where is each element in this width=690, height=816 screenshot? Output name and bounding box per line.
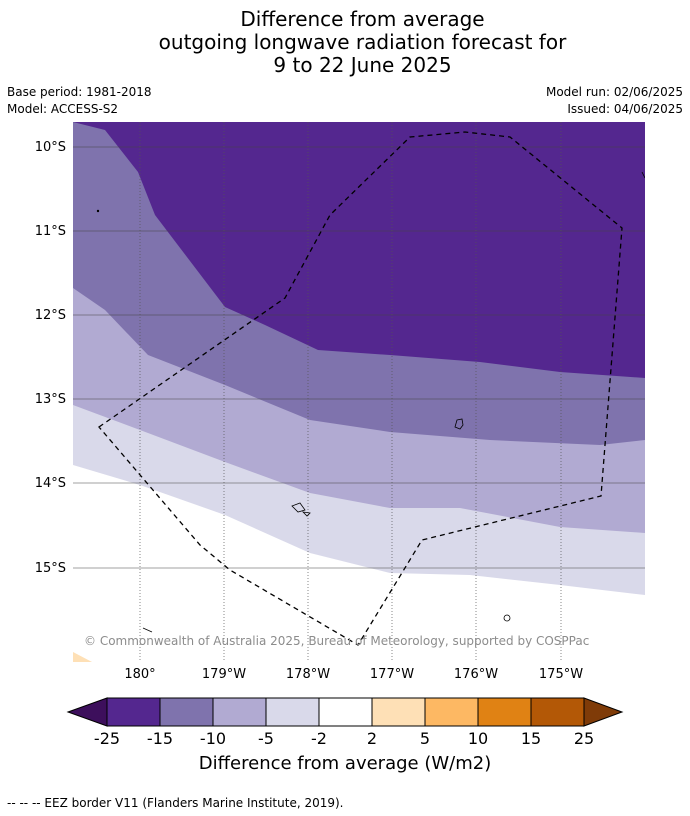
colorbar-swatch [530, 697, 585, 727]
lat-label: 10°S [35, 140, 66, 155]
island-alofi [301, 511, 311, 517]
lat-label: 14°S [35, 476, 66, 491]
lon-label: 180° [124, 667, 155, 682]
colorbar-title: Difference from average (W/m2) [198, 753, 492, 774]
anomaly-band-minus-15-to-minus-25 [73, 122, 645, 378]
lon-label: 178°W [286, 667, 330, 682]
eez-footnote: -- -- -- EEZ border V11 (Flanders Marine… [7, 796, 344, 810]
graticule [73, 146, 645, 569]
colorbar-swatch [265, 697, 320, 727]
island-east [641, 171, 645, 179]
graticule-meridians [139, 122, 562, 662]
island-futuna [291, 502, 306, 513]
colorbar-swatch [159, 697, 214, 727]
lon-label: 179°W [202, 667, 246, 682]
lat-label: 13°S [35, 392, 66, 407]
colorbar-swatch [318, 697, 373, 727]
lat-label: 15°S [35, 561, 66, 576]
model-name: Model: ACCESS-S2 [7, 102, 119, 116]
colorbar-tick-label: -2 [311, 729, 327, 748]
lat-label: 12°S [35, 308, 66, 323]
colorbar-tick-label: 10 [468, 729, 488, 748]
map-frame: © Commonwealth of Australia 2025, Bureau… [73, 122, 645, 662]
colorbar [66, 697, 624, 727]
meta-left: Base period: 1981-2018 Model: ACCESS-S2 [7, 84, 152, 118]
eez-border [98, 131, 623, 646]
colorbar-swatch [212, 697, 267, 727]
colorbar-tick-label: -25 [94, 729, 120, 748]
meta-right: Model run: 02/06/2025 Issued: 04/06/2025 [546, 84, 683, 118]
islands [96, 171, 645, 633]
model-run: Model run: 02/06/2025 [545, 85, 683, 99]
island-west [142, 627, 153, 633]
island-south [503, 614, 511, 622]
colorbar-tick-label: -15 [147, 729, 173, 748]
title-line-2: outgoing longwave radiation forecast for [158, 30, 567, 54]
title-line-1: Difference from average [240, 7, 485, 31]
lat-axis-labels: 10°S 11°S 12°S 13°S 14°S 15°S [35, 140, 66, 576]
positive-anomaly-corner [73, 652, 92, 662]
colorbar-ticks: -25 -15 -10 -5 -2 2 5 10 15 25 [94, 729, 594, 748]
map-title: Difference from average outgoing longwav… [0, 8, 690, 77]
lon-axis-labels: 180° 179°W 178°W 177°W 176°W 175°W [124, 667, 583, 682]
colorbar-tick-label: 25 [574, 729, 594, 748]
title-line-3: 9 to 22 June 2025 [273, 53, 452, 77]
island-northwest [96, 209, 100, 213]
colorbar-swatch [477, 697, 532, 727]
lon-label: 175°W [539, 667, 583, 682]
copyright-text: © Commonwealth of Australia 2025, Bureau… [84, 634, 589, 648]
colorbar-tick-label: -5 [258, 729, 274, 748]
colorbar-swatch-over [583, 697, 624, 727]
colorbar-swatch-under [66, 697, 108, 727]
lon-label: 176°W [454, 667, 498, 682]
colorbar-tick-label: 2 [367, 729, 377, 748]
issued-date: Issued: 04/06/2025 [567, 102, 683, 116]
island-wallis [454, 418, 464, 430]
colorbar-tick-label: 15 [521, 729, 541, 748]
base-period: Base period: 1981-2018 [7, 85, 152, 99]
colorbar-tick-label: -10 [200, 729, 226, 748]
lat-label: 11°S [35, 224, 66, 239]
colorbar-tick-label: 5 [420, 729, 430, 748]
lon-label: 177°W [370, 667, 414, 682]
colorbar-swatch [106, 697, 161, 727]
colorbar-swatch [371, 697, 426, 727]
colorbar-swatch [424, 697, 479, 727]
